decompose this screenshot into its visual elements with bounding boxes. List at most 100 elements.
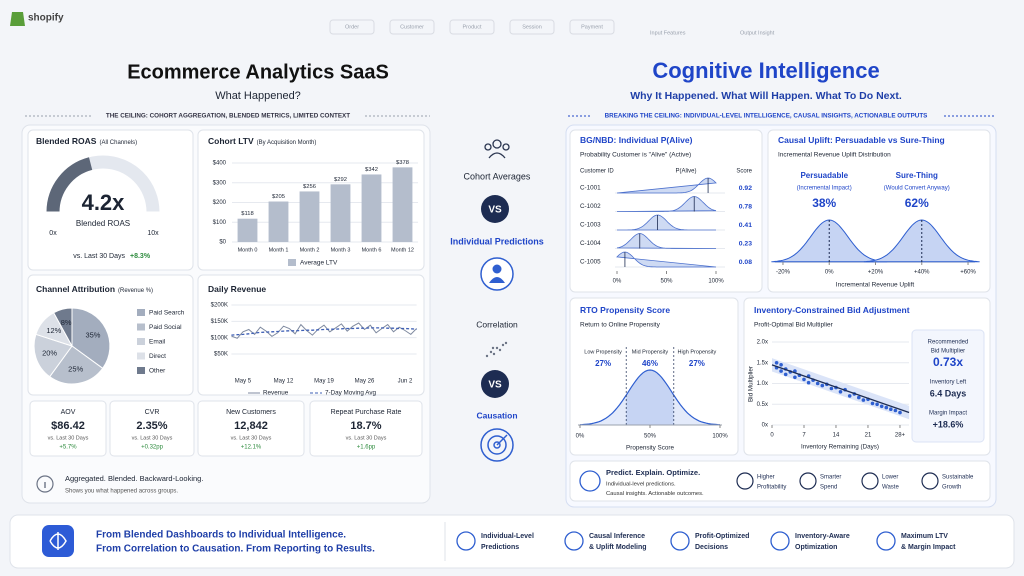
outcome-icon — [736, 472, 754, 490]
person-icon — [480, 257, 514, 291]
y-tick-label: $0 — [219, 240, 226, 246]
group-share: 62% — [905, 196, 929, 210]
section-title: Ecommerce Analytics SaaS — [127, 61, 389, 83]
y-tick-label: $100K — [211, 335, 228, 341]
gauge-value — [46, 157, 93, 213]
x-tick-label: -20% — [776, 270, 791, 276]
x-axis-label: Incremental Revenue Uplift — [836, 282, 915, 289]
kpi-compare: vs. Last 30 Days — [346, 435, 387, 441]
legacy-footer-text: Shows you what happened across groups. — [65, 489, 178, 495]
chart-subtitle: Incremental Revenue Uplift Distribution — [778, 152, 891, 159]
flow-node-label: Customer — [400, 24, 424, 30]
x-tick-label: +40% — [914, 270, 930, 276]
kpi-compare: vs. Last 30 Days — [231, 435, 272, 441]
chart-subtitle: Return to Online Propensity — [580, 322, 661, 329]
y-tick-label: $200 — [213, 200, 227, 206]
density-region — [673, 395, 720, 425]
region-share: 46% — [642, 359, 658, 368]
x-tick-label: May 26 — [355, 379, 375, 385]
legacy-footer-title: Aggregated. Blended. Backward-Looking. — [65, 474, 203, 483]
footer-item: Causal Inference — [589, 533, 645, 540]
kpi-label: Repeat Purchase Rate — [331, 409, 402, 416]
point — [779, 369, 783, 373]
gauge-caption: Blended ROAS — [76, 219, 130, 228]
bar — [268, 201, 289, 242]
chart-subtitle: (All Channels) — [99, 140, 137, 146]
outcome-label: Growth — [942, 485, 961, 491]
x-axis-label: Inventory Remaining (Days) — [801, 444, 879, 451]
footer-icon — [564, 531, 584, 551]
data-label: $256 — [303, 184, 316, 190]
people-icon — [484, 139, 510, 159]
data-label: $205 — [272, 194, 285, 200]
x-tick-label: May 19 — [314, 379, 334, 385]
kpi-change: +1.6pp — [357, 445, 376, 451]
legend-label: Other — [149, 368, 166, 375]
comparison-label: Causation — [476, 410, 517, 420]
chart-title-text: BG/NBD: Individual P(Alive) — [580, 135, 693, 145]
vs-label: VS — [488, 205, 502, 216]
pie-slice — [49, 345, 104, 385]
legend-label: Email — [149, 339, 166, 346]
column-header: P(Alive) — [675, 169, 696, 175]
chart-subtitle: Probability Customer is "Alive" (Active) — [580, 152, 691, 159]
score-label: 0.92 — [739, 185, 752, 192]
point — [893, 408, 898, 413]
bar — [299, 191, 320, 242]
data-label: $378 — [396, 160, 409, 166]
y-axis-label: Bid Multiplier — [748, 366, 755, 402]
legend-swatch — [137, 309, 145, 316]
series-line — [231, 327, 417, 336]
flow-node-label: Payment — [581, 24, 603, 30]
kpi-compare: vs. Last 30 Days — [132, 435, 173, 441]
bar — [237, 218, 258, 242]
legend-swatch — [137, 338, 145, 345]
row-label: C-1004 — [580, 240, 601, 247]
legend-label: Revenue — [263, 390, 289, 397]
outcomes-title: Predict. Explain. Optimize. — [606, 468, 700, 477]
footer-headline: From Correlation to Causation. From Repo… — [96, 544, 375, 555]
x-tick-label: Month 3 — [331, 247, 351, 253]
person-icon — [492, 264, 502, 274]
summary-value: 6.4 Days — [930, 388, 967, 398]
comparison-label: Correlation — [476, 319, 518, 329]
summary-label: Inventory Left — [930, 380, 967, 386]
flow-node-label: Product — [463, 24, 482, 30]
point — [870, 401, 875, 406]
x-tick-label: +20% — [868, 270, 884, 276]
flow-node — [329, 19, 375, 35]
info-icon — [44, 482, 46, 488]
chart-title: Channel Attribution (Revenue %) — [36, 284, 153, 294]
gauge-compare: vs. Last 30 Days — [73, 253, 125, 260]
density — [616, 196, 717, 212]
outcomes-text: Individual-level predictions. — [606, 482, 676, 488]
kpi-card — [109, 400, 195, 457]
x-tick-label: 0% — [825, 270, 834, 276]
row-label: C-1003 — [580, 222, 601, 229]
data-label: 35% — [85, 330, 100, 339]
gauge-change: +8.3% — [130, 253, 151, 260]
outcome-label: Higher — [757, 475, 775, 481]
bar — [392, 167, 413, 242]
legend-swatch — [137, 352, 145, 360]
point — [861, 398, 866, 402]
gauge-tick-label: 0x — [49, 230, 57, 237]
kpi-label: CVR — [145, 409, 160, 416]
legend-label: Paid Social — [149, 324, 182, 331]
point — [779, 363, 783, 367]
point — [829, 386, 834, 391]
legend-label: Paid Search — [149, 310, 185, 317]
point — [889, 407, 893, 412]
section-subtitle: What Happened? — [215, 90, 301, 102]
outcome-label: Sustainable — [942, 475, 974, 481]
density — [616, 233, 717, 249]
section-title: Cognitive Intelligence — [652, 58, 879, 83]
legend-label: Direct — [149, 353, 166, 360]
group-note: (Incremental Impact) — [797, 186, 852, 192]
footer-icon — [456, 531, 476, 551]
bar — [361, 174, 382, 242]
kpi-label: New Customers — [226, 409, 276, 416]
vs-badge — [481, 195, 509, 223]
brain-icon — [49, 532, 67, 550]
kpi-card — [197, 400, 305, 457]
